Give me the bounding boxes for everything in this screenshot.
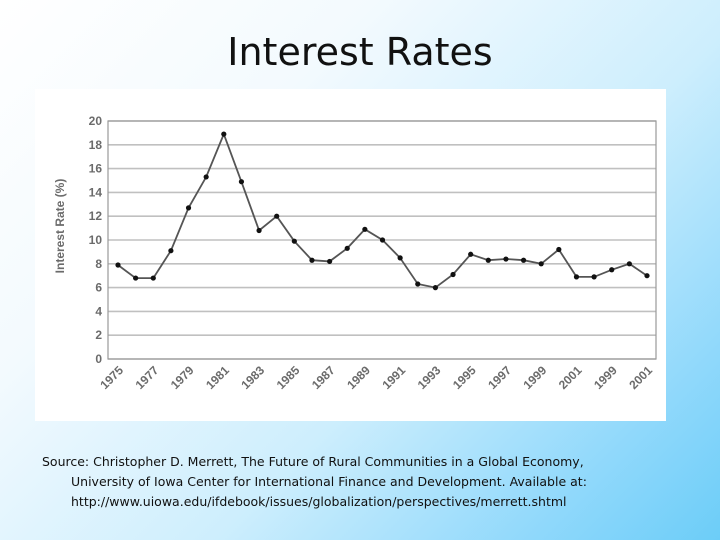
y-tick-label: 10 <box>89 233 103 247</box>
data-point-1984 <box>274 213 280 219</box>
source-line-2: University of Iowa Center for Internatio… <box>71 474 587 489</box>
chart-frame: 0 2 4 6 8 10 12 14 16 18 20 1975 1977 1979 1981 1983 19… <box>35 89 666 421</box>
data-point-2005 <box>644 273 650 279</box>
x-tick-label: 1991 <box>379 363 408 392</box>
x-tick-label: 1983 <box>238 363 267 392</box>
data-point-1995 <box>468 251 474 257</box>
data-point-2002 <box>591 274 597 280</box>
data-point-1981 <box>221 131 227 137</box>
data-point-1985 <box>291 238 297 244</box>
data-point-1980 <box>203 174 209 180</box>
data-point-1979 <box>185 205 192 211</box>
y-tick-label: 4 <box>95 304 102 318</box>
data-point-1994 <box>450 271 456 278</box>
data-point-2003 <box>609 267 615 273</box>
source-line-1: Source: Christopher D. Merrett, The Futu… <box>42 454 584 469</box>
data-point-1999 <box>538 261 544 267</box>
x-tick-label: 1993 <box>415 363 444 392</box>
data-point-1978 <box>168 248 174 254</box>
data-markers <box>115 131 650 291</box>
x-tick-label: 1987 <box>309 363 338 392</box>
source-line-3: http://www.uiowa.edu/ifdebook/issues/glo… <box>71 494 567 509</box>
data-point-2000 <box>556 246 562 253</box>
data-point-1983 <box>256 227 262 234</box>
plot-area-border <box>107 120 657 360</box>
x-tick-label: 1985 <box>274 363 303 392</box>
y-tick-label: 18 <box>89 138 103 152</box>
y-tick-label: 16 <box>89 162 103 176</box>
y-tick-label: 20 <box>89 114 103 128</box>
data-point-2001 <box>573 274 580 280</box>
y-tick-labels: 0 2 4 6 8 10 12 14 16 18 20 <box>89 114 103 366</box>
data-point-1982 <box>238 179 245 185</box>
data-point-1991 <box>397 255 403 261</box>
data-point-1990 <box>379 237 386 243</box>
data-point-1997 <box>503 256 509 262</box>
data-point-1987 <box>327 258 333 265</box>
data-point-1976 <box>133 275 139 281</box>
y-tick-label: 0 <box>95 352 102 366</box>
x-tick-label: 1989 <box>344 363 373 392</box>
data-point-1998 <box>520 257 527 263</box>
data-point-2004 <box>626 261 632 267</box>
data-point-1977 <box>150 275 156 281</box>
x-tick-labels: 1975 1977 1979 1981 1983 1985 1987 1989 1991 1993… <box>97 363 655 392</box>
x-tick-label: 2001 <box>556 363 585 392</box>
source-citation: Source: Christopher D. Merrett, The Futu… <box>42 452 682 512</box>
x-tick-label: 1981 <box>203 363 232 392</box>
y-tick-label: 8 <box>95 257 102 271</box>
y-tick-label: 2 <box>95 328 102 342</box>
y-tick-label: 6 <box>95 281 102 295</box>
data-point-1975 <box>115 262 121 268</box>
data-point-1988 <box>344 245 350 251</box>
x-tick-label: 1999 <box>521 363 550 392</box>
x-tick-label: 1995 <box>450 363 479 392</box>
x-tick-label: 1999 <box>591 363 620 392</box>
y-tick-label: 12 <box>89 209 103 223</box>
x-tick-label: 1977 <box>133 363 162 392</box>
x-tick-label: 1975 <box>97 363 126 392</box>
x-tick-label: 2001 <box>626 363 655 392</box>
y-axis-label: Interest Rate (%) <box>53 179 67 274</box>
data-point-1996 <box>485 257 491 263</box>
data-point-1992 <box>415 281 421 287</box>
data-point-1993 <box>432 285 438 291</box>
data-point-1986 <box>309 257 315 263</box>
y-tick-label: 14 <box>89 185 103 199</box>
slide-title: Interest Rates <box>227 30 493 74</box>
x-tick-label: 1979 <box>168 363 197 392</box>
data-point-1989 <box>362 226 368 232</box>
x-tick-label: 1997 <box>485 363 514 392</box>
